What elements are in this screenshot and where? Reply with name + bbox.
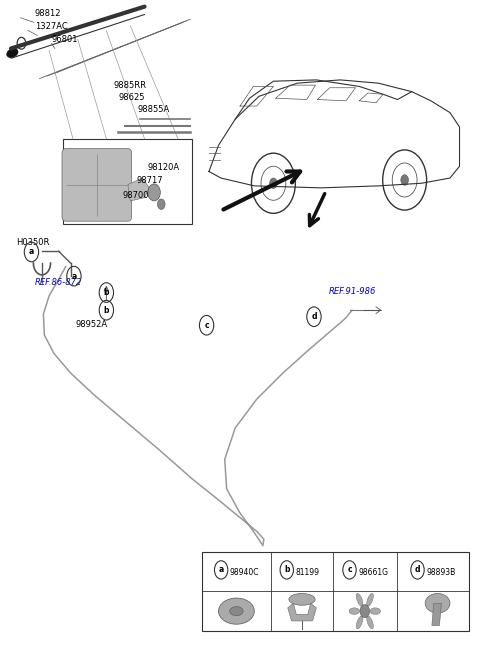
Circle shape <box>401 175 408 185</box>
Text: 98717: 98717 <box>136 175 163 185</box>
Text: b: b <box>104 306 109 315</box>
Text: d: d <box>311 312 317 321</box>
Text: a: a <box>29 248 34 256</box>
Ellipse shape <box>367 593 373 606</box>
Ellipse shape <box>356 616 363 629</box>
Text: d: d <box>415 566 420 574</box>
Text: 98661G: 98661G <box>358 568 388 577</box>
Text: 98893B: 98893B <box>426 568 456 577</box>
Text: 98855A: 98855A <box>137 105 169 114</box>
FancyBboxPatch shape <box>62 148 132 221</box>
Circle shape <box>270 178 277 189</box>
Text: REF.86-872: REF.86-872 <box>35 279 82 287</box>
Circle shape <box>157 199 165 210</box>
Circle shape <box>148 184 160 201</box>
Ellipse shape <box>367 616 373 629</box>
Text: b: b <box>284 566 289 574</box>
Text: 81199: 81199 <box>295 568 319 577</box>
Text: 98812: 98812 <box>35 9 61 18</box>
Polygon shape <box>432 603 442 625</box>
Ellipse shape <box>370 608 381 614</box>
Polygon shape <box>288 603 316 621</box>
Text: 1327AC: 1327AC <box>35 22 68 31</box>
Bar <box>202 553 469 631</box>
Text: 98625: 98625 <box>118 93 145 102</box>
Text: 96801: 96801 <box>51 35 78 44</box>
Text: 9885RR: 9885RR <box>114 81 146 90</box>
Ellipse shape <box>218 598 254 624</box>
Text: 98700: 98700 <box>122 191 149 200</box>
Ellipse shape <box>356 593 363 606</box>
Text: H0350R: H0350R <box>16 238 49 247</box>
Text: b: b <box>104 288 109 297</box>
Text: c: c <box>204 321 209 330</box>
Ellipse shape <box>7 49 18 58</box>
Polygon shape <box>128 178 149 201</box>
Ellipse shape <box>230 606 243 616</box>
Text: c: c <box>347 566 352 574</box>
Circle shape <box>360 604 370 618</box>
Text: REF.91-986: REF.91-986 <box>328 288 376 296</box>
Ellipse shape <box>289 593 315 605</box>
Text: 98952A: 98952A <box>75 320 108 329</box>
Text: a: a <box>218 566 224 574</box>
Text: a: a <box>72 271 76 281</box>
Text: 98120A: 98120A <box>148 163 180 172</box>
Text: 98940C: 98940C <box>230 568 259 577</box>
Ellipse shape <box>425 593 450 613</box>
Ellipse shape <box>349 608 360 614</box>
